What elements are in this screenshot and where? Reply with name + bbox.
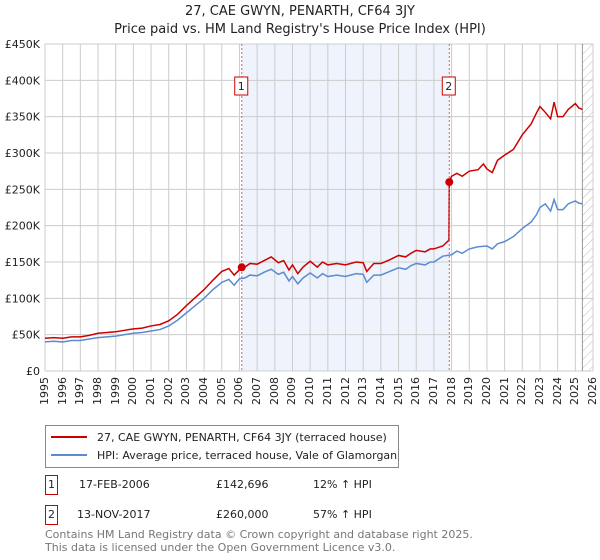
x-tick-label: 2018 xyxy=(444,377,458,405)
forecast-hatched-region xyxy=(582,44,593,371)
x-tick-label: 2001 xyxy=(144,377,158,405)
x-tick-label: 2003 xyxy=(179,377,193,405)
property-price-line xyxy=(44,101,583,340)
x-tick-label: 1995 xyxy=(38,377,51,405)
y-tick-label: £300K xyxy=(5,147,41,160)
x-tick-label: 2015 xyxy=(391,377,405,405)
y-tick-label: £350K xyxy=(5,111,41,124)
y-tick-label: £200K xyxy=(5,220,41,233)
y-tick-label: £100K xyxy=(5,292,41,305)
plot-area: 1 2 £0 £50K £100K £150K £200K £250K £300K £350K £4… xyxy=(5,38,594,375)
y-tick-label: £150K xyxy=(5,256,41,269)
x-tick-label: 2002 xyxy=(161,377,175,405)
legend-label: HPI: Average price, terraced house, Vale… xyxy=(97,448,398,462)
x-tick-label: 1996 xyxy=(55,377,69,405)
x-tick-label: 2026 xyxy=(586,377,599,405)
x-tick-label: 2009 xyxy=(285,377,299,405)
sale-date: 17-FEB-2006 xyxy=(79,478,150,491)
x-tick-label: 2000 xyxy=(126,377,140,405)
y-tick-label: £400K xyxy=(5,74,41,87)
sale-hpi-change: 12% ↑ HPI xyxy=(313,478,372,491)
x-tick-label: 2012 xyxy=(338,377,352,405)
x-tick-label: 2021 xyxy=(497,377,511,405)
x-tick-label: 2011 xyxy=(320,377,334,405)
sale-label-box xyxy=(441,76,456,96)
x-tick-label: 2022 xyxy=(515,377,529,405)
y-tick-label: £50K xyxy=(12,329,41,342)
x-tick-label: 2005 xyxy=(214,377,228,405)
legend-item-hpi: HPI: Average price, terraced house, Vale… xyxy=(51,447,397,463)
x-tick-label: 2024 xyxy=(550,377,564,405)
x-tick-label: 2006 xyxy=(232,377,246,405)
sale-row-1: 1 17-FEB-2006 £142,696 12% ↑ HPI xyxy=(45,475,445,495)
sale-row-2: 2 13-NOV-2017 £260,000 57% ↑ HPI xyxy=(45,505,445,525)
chart-subtitle: Price paid vs. HM Land Registry's House … xyxy=(114,22,486,37)
footer-line-1: Contains HM Land Registry data © Crown c… xyxy=(45,528,473,541)
sale-marker-badge: 2 xyxy=(45,505,58,525)
legend-swatch-blue xyxy=(51,454,87,456)
x-tick-label: 2025 xyxy=(568,377,582,405)
sale-label-box xyxy=(234,76,249,96)
x-tick-label: 2004 xyxy=(197,377,211,405)
x-tick-label: 2013 xyxy=(356,377,370,405)
x-tick-label: 2020 xyxy=(479,377,493,405)
sale-point xyxy=(445,178,454,187)
hpi-line xyxy=(44,197,583,343)
legend-item-property: 27, CAE GWYN, PENARTH, CF64 3JY (terrace… xyxy=(51,429,387,445)
legend: 27, CAE GWYN, PENARTH, CF64 3JY (terrace… xyxy=(45,425,399,468)
y-tick-label: £0 xyxy=(26,365,40,375)
x-tick-label: 2017 xyxy=(426,377,440,405)
sale-price: £142,696 xyxy=(216,478,269,491)
x-tick-label: 1997 xyxy=(73,377,87,405)
x-tick-label: 2019 xyxy=(462,377,476,405)
sale-date: 13-NOV-2017 xyxy=(77,508,151,521)
sale-price: £260,000 xyxy=(216,508,269,521)
x-tick-label: 2014 xyxy=(373,377,387,405)
x-tick-label: 2016 xyxy=(409,377,423,405)
legend-swatch-red xyxy=(51,436,87,438)
y-tick-label: £250K xyxy=(5,183,41,196)
sale-label: 1 xyxy=(238,80,245,93)
x-tick-label: 1999 xyxy=(108,377,122,405)
x-tick-label: 1998 xyxy=(91,377,105,405)
x-tick-label: 2008 xyxy=(267,377,281,405)
legend-label: 27, CAE GWYN, PENARTH, CF64 3JY (terrace… xyxy=(97,430,387,444)
footer-line-2: This data is licensed under the Open Gov… xyxy=(45,541,396,554)
footer: Contains HM Land Registry data © Crown c… xyxy=(45,528,473,554)
chart-title: 27, CAE GWYN, PENARTH, CF64 3JY xyxy=(185,4,415,19)
x-tick-label: 2023 xyxy=(532,377,546,405)
sale-point xyxy=(237,263,246,272)
sale-hpi-change: 57% ↑ HPI xyxy=(313,508,372,521)
x-tick-label: 2010 xyxy=(303,377,317,405)
x-tick-label: 2007 xyxy=(250,377,264,405)
y-tick-label: £450K xyxy=(5,38,41,51)
sale-label: 2 xyxy=(445,80,452,93)
sale-marker-badge: 1 xyxy=(45,475,58,495)
